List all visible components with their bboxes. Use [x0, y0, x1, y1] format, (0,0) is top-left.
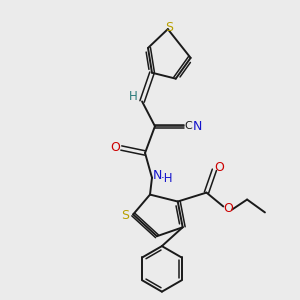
Text: ·H: ·H [160, 172, 173, 185]
Text: N: N [153, 169, 163, 182]
Text: C: C [185, 121, 193, 131]
Text: O: O [214, 161, 224, 174]
Text: O: O [110, 140, 120, 154]
Text: O: O [223, 202, 233, 215]
Text: S: S [121, 209, 129, 222]
Text: S: S [165, 21, 173, 34]
Text: H: H [129, 90, 137, 103]
Text: N: N [193, 120, 202, 133]
